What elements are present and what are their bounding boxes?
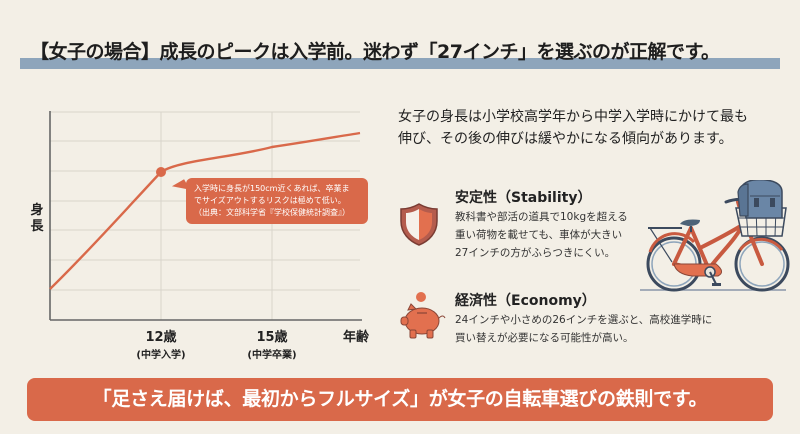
- feature-line: 重い荷物を載せても、車体が大きい: [455, 229, 623, 241]
- feature-line: 24インチや小さめの26インチを選ぶと、高校進学時に: [455, 314, 713, 326]
- x-tick-label: 12歳: [145, 330, 177, 345]
- chart-callout: 入学時に身長が150cm近くあれば、卒業ま でサイズアウトするリスクは極めて低い…: [186, 178, 368, 224]
- x-tick-sublabel: (中学卒業): [247, 350, 297, 361]
- feature-description: 教科書や部活の道具で10kgを超える 重い荷物を載せても、車体が大きい 27イン…: [455, 208, 628, 262]
- x-tick-15: 15歳 (中学卒業): [239, 326, 305, 361]
- callout-line: 入学時に身長が150cm近くあれば、卒業ま: [194, 184, 350, 193]
- x-axis-label-text: 年齢: [342, 330, 369, 345]
- bicycle-illustration: [640, 180, 790, 292]
- shield-icon: [400, 203, 438, 246]
- feature-line: 教科書や部活の道具で10kgを超える: [455, 211, 628, 223]
- feature-line: 買い替えが必要になる可能性が高い。: [455, 332, 634, 344]
- conclusion-banner: 「足さえ届けば、最初からフルサイズ」が女子の自転車選びの鉄則です。: [27, 378, 773, 421]
- intro-line: 女子の身長は小学校高学年から中学入学時にかけて最も: [398, 109, 748, 125]
- height-curve: [49, 131, 361, 290]
- feature-line: 27インチの方がふらつきにくい。: [455, 247, 616, 259]
- callout-line: （出典：文部科学省『学校保健統計調査』）: [194, 208, 350, 217]
- intro-text: 女子の身長は小学校高学年から中学入学時にかけて最も 伸び、その後の伸びは緩やかに…: [398, 106, 793, 150]
- intro-line: 伸び、その後の伸びは緩やかになる傾向があります。: [398, 131, 733, 147]
- feature-stability: 安定性（Stability） 教科書や部活の道具で10kgを超える 重い荷物を載…: [398, 187, 638, 267]
- y-axis-label: 身長: [30, 203, 44, 234]
- x-tick-12: 12歳 (中学入学): [128, 326, 194, 361]
- callout-line: でサイズアウトするリスクは極めて低い。: [194, 196, 346, 205]
- x-tick-label: 15歳: [256, 330, 288, 345]
- chart-canvas: [49, 111, 362, 321]
- piggy-bank-icon: [400, 292, 446, 339]
- title-underline: [20, 58, 780, 69]
- peak-point: [156, 167, 166, 177]
- feature-description: 24インチや小さめの26インチを選ぶと、高校進学時に 買い替えが必要になる可能性…: [455, 311, 712, 347]
- height-growth-chart: 身長 12歳 (中学入学) 15歳 (中学卒業) 年齢 入学時に身長が150cm…: [0, 90, 380, 361]
- feature-economy: 経済性（Economy） 24インチや小さめの26インチを選ぶと、高校進学時に …: [398, 290, 798, 350]
- feature-title: 経済性（Economy）: [455, 293, 596, 309]
- x-axis-label: 年齢: [336, 326, 376, 345]
- chart-axes: [49, 111, 362, 321]
- x-tick-sublabel: (中学入学): [136, 350, 186, 361]
- feature-title: 安定性（Stability）: [455, 190, 592, 206]
- page-title: 【女子の場合】成長のピークは入学前。迷わず「27インチ」を選ぶのが正解です。: [30, 41, 720, 63]
